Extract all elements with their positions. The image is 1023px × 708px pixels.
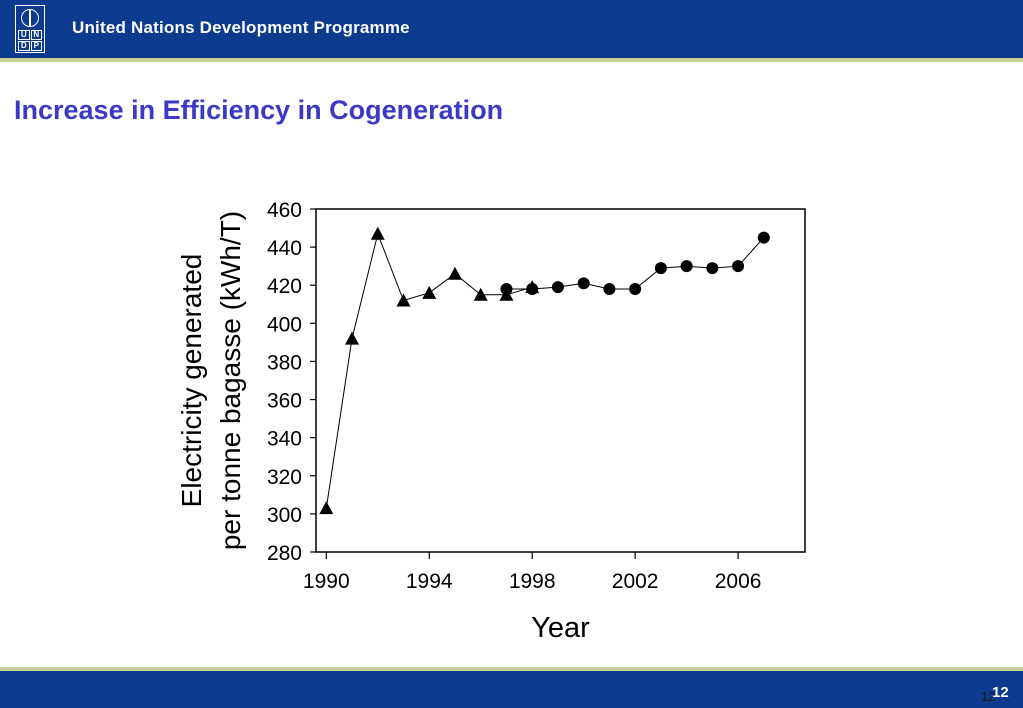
- logo-letter: U: [18, 30, 30, 40]
- x-tick-label: 1998: [509, 570, 556, 593]
- y-tick-label: 400: [267, 313, 302, 336]
- circle-data-point: [526, 283, 539, 296]
- un-emblem-icon: [21, 9, 39, 27]
- x-tick-label: 1990: [303, 570, 350, 593]
- page-number: 12: [992, 684, 1009, 701]
- triangle-data-point: [319, 501, 334, 515]
- y-tick-label: 460: [267, 199, 302, 222]
- circle-data-point: [757, 231, 770, 244]
- plot-area-frame: [315, 208, 806, 553]
- circle-data-point: [732, 260, 745, 273]
- x-tick-label: 1994: [406, 570, 453, 593]
- footer-bar: [0, 671, 1023, 708]
- x-tick-label: 2002: [612, 570, 659, 593]
- slide-title: Increase in Efficiency in Cogeneration: [14, 95, 504, 125]
- header-bar: U N D P United Nations Development Progr…: [0, 0, 1023, 58]
- circle-data-point: [654, 262, 667, 275]
- y-tick-label: 280: [267, 542, 302, 565]
- page-number-shadow: 12: [981, 689, 996, 704]
- header-divider: [0, 58, 1023, 62]
- circle-data-point: [603, 283, 616, 296]
- triangle-data-point: [370, 226, 385, 240]
- logo-letter: N: [30, 30, 42, 40]
- logo-letter: D: [18, 41, 30, 51]
- triangle-data-point: [396, 293, 411, 307]
- logo-letter: P: [30, 41, 42, 51]
- triangle-data-point: [345, 331, 360, 345]
- x-tick-label: 2006: [715, 570, 762, 593]
- y-tick-label: 360: [267, 390, 302, 413]
- triangle-data-point: [473, 287, 488, 301]
- footer-divider: [0, 667, 1023, 671]
- y-axis-label-line2: per tonne bagasse (kWh/T): [215, 211, 246, 550]
- circle-data-point: [500, 283, 513, 296]
- organization-name: United Nations Development Programme: [72, 18, 410, 37]
- y-axis-label-line1: Electricity generated: [176, 254, 207, 508]
- series-1-line: [325, 232, 533, 509]
- circle-data-point: [680, 260, 693, 273]
- triangle-data-point: [422, 285, 437, 299]
- circle-data-point: [629, 283, 642, 296]
- triangle-data-point: [447, 266, 462, 280]
- y-tick-label: 380: [267, 351, 302, 374]
- circle-data-point: [551, 281, 564, 294]
- x-axis-label: Year: [531, 612, 590, 644]
- series-2-line: [506, 237, 765, 290]
- y-tick-label: 320: [267, 466, 302, 489]
- circle-data-point: [706, 262, 719, 275]
- logo-letters: U N D P: [18, 30, 42, 51]
- undp-logo: U N D P: [15, 5, 45, 53]
- circle-data-point: [577, 277, 590, 290]
- y-tick-label: 440: [267, 237, 302, 260]
- y-tick-label: 340: [267, 428, 302, 451]
- y-tick-label: 300: [267, 504, 302, 527]
- y-tick-label: 420: [267, 275, 302, 298]
